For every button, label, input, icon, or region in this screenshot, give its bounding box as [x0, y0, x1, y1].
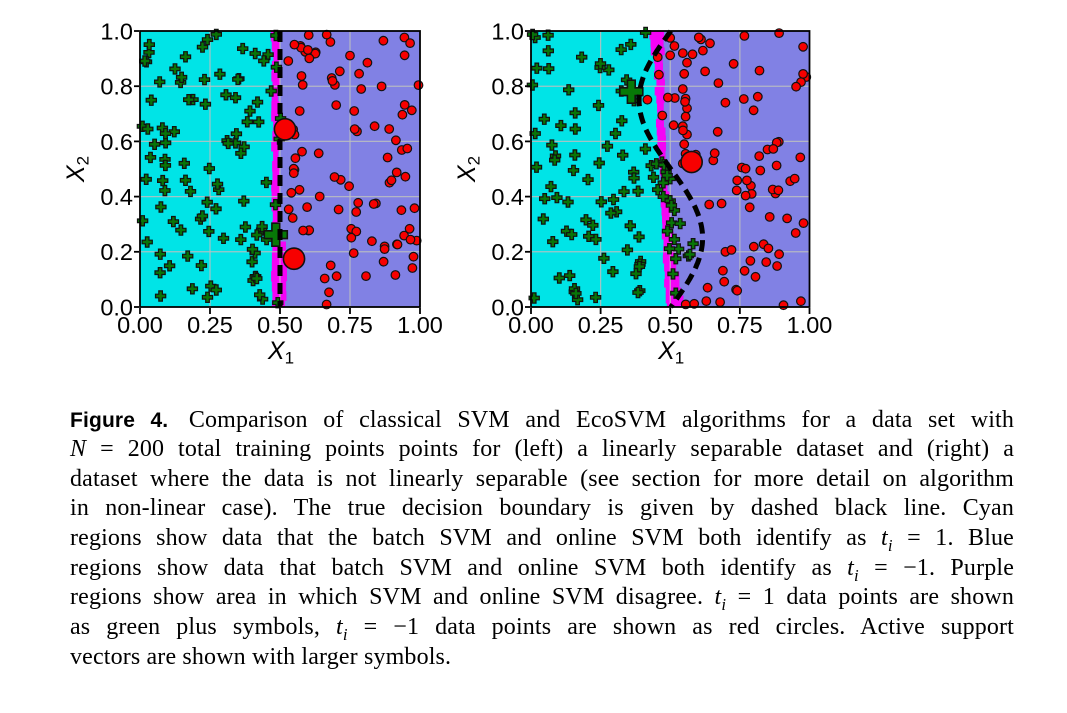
- svg-text:1.0: 1.0: [100, 18, 133, 44]
- svg-text:1.00: 1.00: [787, 312, 833, 338]
- svg-text:0.2: 0.2: [100, 239, 133, 265]
- svg-text:X1: X1: [657, 337, 684, 368]
- svg-text:X2: X2: [453, 156, 484, 183]
- svg-text:0.75: 0.75: [327, 312, 373, 338]
- svg-text:0.6: 0.6: [100, 129, 133, 155]
- svg-text:0.6: 0.6: [491, 129, 524, 155]
- svg-text:0.0: 0.0: [100, 294, 133, 320]
- svg-text:0.8: 0.8: [491, 74, 524, 100]
- svg-text:0.00: 0.00: [508, 312, 554, 338]
- svg-text:0.50: 0.50: [647, 312, 693, 338]
- svg-text:0.25: 0.25: [578, 312, 624, 338]
- svg-text:0.0: 0.0: [491, 294, 524, 320]
- svg-text:X1: X1: [267, 337, 294, 368]
- svg-text:1.00: 1.00: [397, 312, 443, 338]
- svg-text:0.2: 0.2: [491, 239, 524, 265]
- svg-text:0.00: 0.00: [117, 312, 163, 338]
- svg-text:X2: X2: [62, 156, 93, 183]
- svg-text:1.0: 1.0: [491, 18, 524, 44]
- svg-text:0.4: 0.4: [491, 184, 524, 210]
- svg-text:0.8: 0.8: [100, 74, 133, 100]
- svg-text:0.75: 0.75: [717, 312, 763, 338]
- svg-text:0.4: 0.4: [100, 184, 133, 210]
- svg-text:0.25: 0.25: [187, 312, 233, 338]
- svg-text:0.50: 0.50: [257, 312, 303, 338]
